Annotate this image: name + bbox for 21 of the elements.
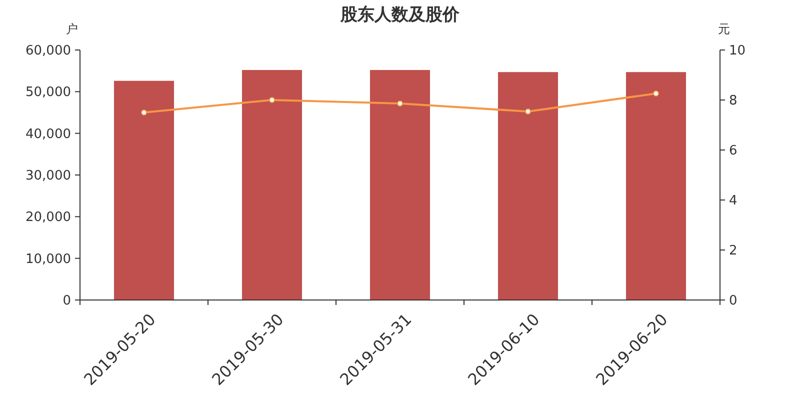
y-tick-label: 50,000 [26,85,71,100]
y-tick-label: 20,000 [26,210,71,226]
y2-tick-label: 8 [729,94,738,108]
y2-tick-label: 10 [729,44,746,58]
y2-tick-label: 0 [729,294,738,308]
point [141,110,147,116]
y2-tick-label: 2 [729,244,738,258]
y2-tick-label: 6 [729,144,738,158]
y-axis-title: 户 [66,22,78,36]
y2-axis-title: 元 [718,22,730,36]
point [525,108,531,114]
point [269,97,275,103]
point [397,100,403,106]
point [653,90,659,96]
y-tick-label: 10,000 [26,252,71,267]
y-tick-label: 40,000 [26,126,71,142]
y-tick-label: 0 [62,294,71,308]
y-tick-label: 30,000 [26,168,71,184]
y2-tick-label: 4 [729,194,738,208]
y-tick-label: 60,000 [26,44,71,58]
chart-title: 股东人数及股价 [340,5,460,25]
